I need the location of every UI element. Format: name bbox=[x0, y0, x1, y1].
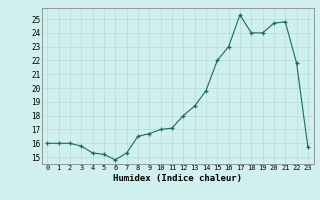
X-axis label: Humidex (Indice chaleur): Humidex (Indice chaleur) bbox=[113, 174, 242, 183]
